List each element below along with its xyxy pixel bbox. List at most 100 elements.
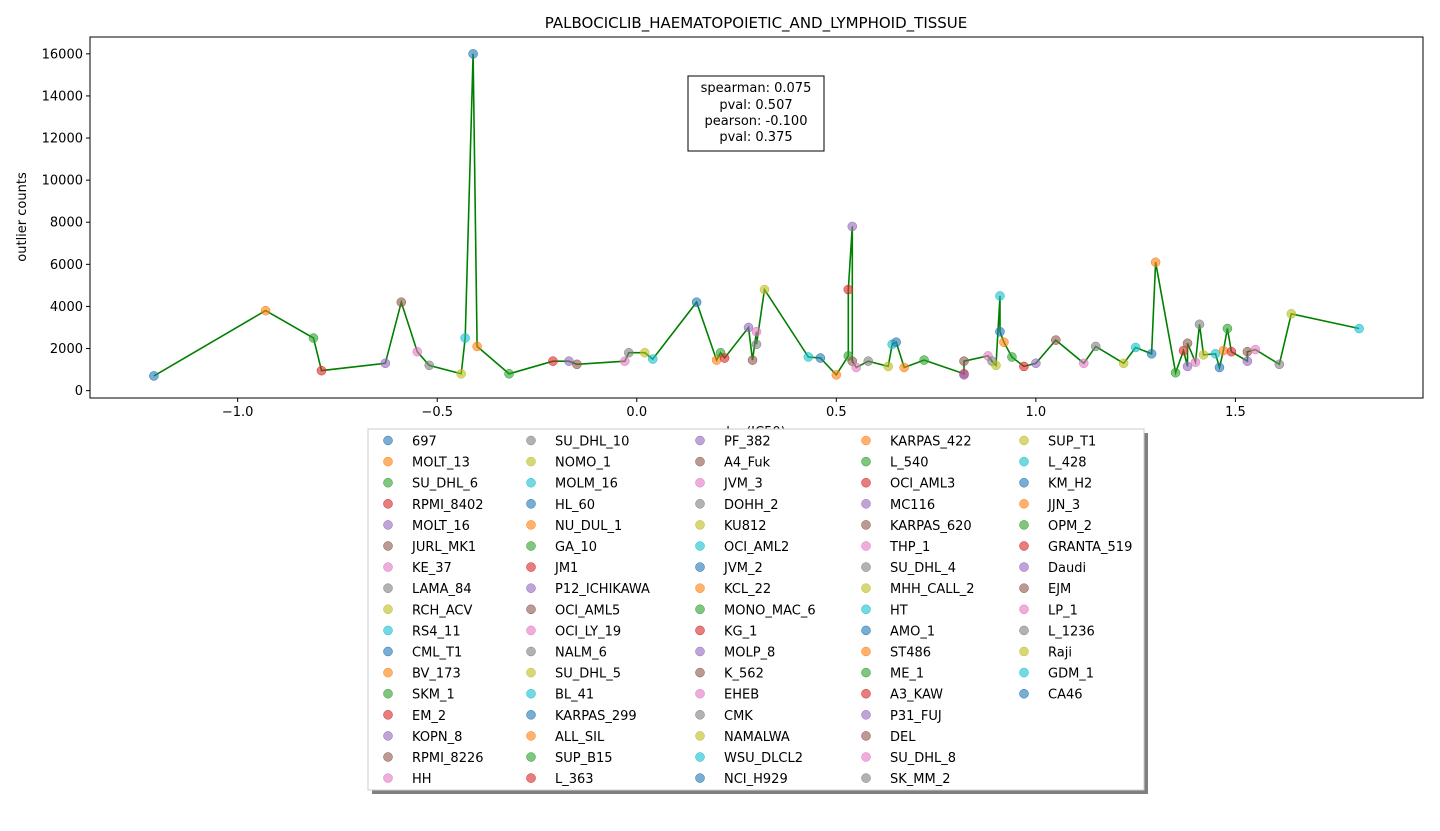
legend-label: MHH_CALL_2: [890, 582, 975, 597]
legend-marker: [383, 731, 393, 741]
legend-marker: [861, 499, 871, 509]
legend-label: SU_DHL_10: [555, 435, 629, 450]
data-point: [1198, 350, 1209, 360]
legend-label: SU_DHL_4: [890, 561, 956, 576]
legend-marker: [526, 435, 536, 446]
legend-marker: [861, 604, 871, 615]
legend-marker: [695, 646, 705, 657]
legend-label: Daudi: [1048, 561, 1086, 576]
legend-label: L_363: [555, 772, 594, 787]
legend-marker: [383, 456, 393, 467]
legend-label: OCI_LY_19: [555, 624, 621, 639]
legend-marker: [1019, 667, 1029, 678]
legend-marker: [695, 499, 705, 509]
legend-label: SK_MM_2: [890, 772, 950, 787]
data-point: [815, 353, 826, 363]
legend-marker: [861, 477, 871, 488]
legend-marker: [861, 646, 871, 657]
legend-label: CML_T1: [412, 646, 462, 661]
legend-marker: [526, 604, 536, 615]
data-point: [1242, 356, 1253, 366]
legend-marker: [383, 773, 393, 783]
axes: 0 2000 4000 6000 8000 10000 12000 14000 16000 −1.…: [42, 47, 1246, 420]
legend-marker: [695, 520, 705, 530]
legend-marker: [383, 604, 393, 615]
y-axis-label: outlier counts: [15, 172, 30, 262]
x-tick-label: −0.5: [421, 405, 453, 420]
legend-marker: [695, 477, 705, 488]
legend-marker: [383, 688, 393, 699]
legend-marker: [526, 499, 536, 509]
data-point: [1250, 344, 1261, 355]
y-tick-label: 0: [75, 384, 83, 399]
legend-marker: [1019, 562, 1029, 572]
legend-marker: [695, 667, 705, 678]
data-point: [1242, 346, 1253, 357]
data-point: [624, 347, 634, 358]
data-point: [1170, 367, 1181, 378]
data-point: [1190, 357, 1201, 367]
legend-label: BL_41: [555, 688, 594, 703]
legend-label: OCI_AML3: [890, 477, 955, 492]
data-point: [548, 356, 558, 366]
legend-marker: [1019, 477, 1029, 488]
legend-marker: [383, 625, 393, 636]
legend-label: NOMO_1: [555, 456, 611, 471]
legend-marker: [1019, 499, 1029, 509]
x-tick-label: 1.0: [1026, 405, 1047, 420]
x-tick-label: 1.5: [1225, 405, 1246, 420]
data-point: [1090, 341, 1101, 352]
legend-marker: [695, 456, 705, 467]
legend-label: KOPN_8: [412, 730, 462, 745]
legend-label: MC116: [890, 498, 935, 513]
data-point: [1051, 335, 1061, 345]
plot-area: [149, 49, 1364, 381]
legend-label: L_428: [1048, 456, 1087, 471]
legend-marker: [526, 477, 536, 488]
data-point: [456, 369, 466, 379]
legend-label: OCI_AML2: [724, 540, 789, 555]
legend-marker: [526, 541, 536, 551]
data-point: [260, 305, 271, 316]
legend-marker: [526, 646, 536, 657]
legend-marker: [1019, 583, 1029, 593]
legend-marker: [861, 541, 871, 551]
data-point: [149, 371, 159, 381]
chart-title: PALBOCICLIB_HAEMATOPOIETIC_AND_LYMPHOID_…: [545, 14, 968, 33]
legend-marker: [695, 688, 705, 699]
data-point: [899, 362, 909, 373]
legend-marker: [861, 688, 871, 699]
legend-label: KARPAS_620: [890, 519, 972, 534]
data-point: [1214, 362, 1225, 373]
data-point: [919, 355, 929, 365]
legend-label: NCI_H929: [724, 772, 788, 787]
data-point: [803, 352, 814, 362]
x-tick-label: 0.0: [626, 405, 647, 420]
legend-marker: [526, 688, 536, 699]
legend-marker: [383, 520, 393, 530]
data-point: [1130, 342, 1141, 353]
data-point: [843, 284, 854, 295]
legend-label: EHEB: [724, 688, 759, 703]
legend: 697 MOLT_13 SU_DHL_6 RPMI_8402 MOLT_16 JURL_M…: [367, 428, 1148, 794]
legend-marker: [1019, 646, 1029, 657]
legend-marker: [695, 625, 705, 636]
legend-label: JVM_2: [723, 561, 763, 576]
legend-label: MOLT_16: [412, 519, 470, 534]
legend-label: JJN_3: [1047, 498, 1080, 513]
legend-label: CA46: [1048, 688, 1083, 703]
stat-spearman: spearman: 0.075: [701, 81, 812, 96]
legend-label: MONO_MAC_6: [724, 603, 816, 618]
data-point: [564, 356, 574, 366]
y-tick-label: 6000: [50, 258, 83, 273]
legend-label: RCH_ACV: [412, 603, 472, 618]
legend-label: P31_FUJ: [890, 709, 942, 724]
stats-box: spearman: 0.075 pval: 0.507 pearson: -0.…: [687, 75, 825, 152]
legend-marker: [861, 562, 871, 572]
legend-label: GRANTA_519: [1048, 540, 1132, 555]
legend-label: K_562: [724, 667, 764, 682]
legend-label: ALL_SIL: [555, 730, 605, 745]
legend-marker: [526, 520, 536, 530]
data-point: [759, 284, 770, 295]
